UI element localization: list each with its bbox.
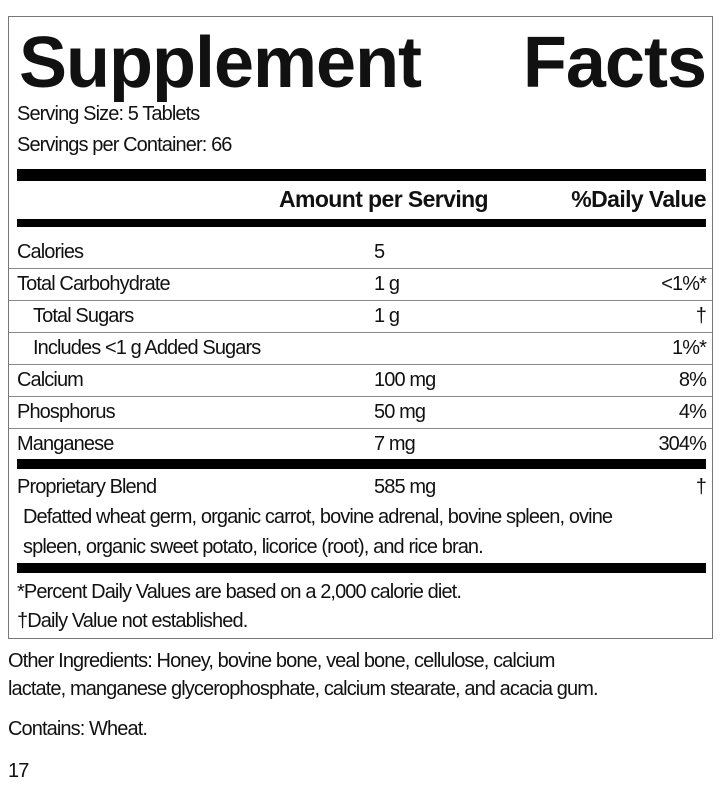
blend-amount: 585 mg [374, 476, 436, 498]
nutrient-name: Total Carbohydrate [17, 273, 171, 295]
nutrient-amount: 5 [374, 241, 385, 263]
supplement-facts-panel: Supplement Facts Serving Size: 5 Tablets… [8, 16, 713, 639]
serving-size: Serving Size: 5 Tablets [17, 103, 200, 125]
divider-thick [17, 459, 706, 469]
nutrient-amount: 1 g [374, 273, 400, 295]
nutrient-name: Total Sugars [33, 305, 134, 327]
nutrient-name: Calories [17, 241, 84, 263]
divider-thick [17, 219, 706, 227]
nutrient-dv: <1%* [661, 273, 707, 295]
table-row: Includes <1 g Added Sugars 1%* [9, 332, 712, 365]
blend-ingredients-line-1: Defatted wheat germ, organic carrot, bov… [23, 506, 613, 528]
divider-thick [17, 169, 706, 181]
header-amount: Amount per Serving [279, 186, 489, 212]
allergen-statement: Contains: Wheat. [8, 718, 148, 740]
panel-title: Supplement Facts [19, 23, 707, 103]
nutrient-name: Phosphorus [17, 401, 116, 423]
table-row: Calcium 100 mg 8% [9, 364, 712, 397]
table-row: Total Sugars 1 g † [9, 300, 712, 333]
nutrient-dv: 1%* [672, 337, 707, 359]
footnote-dagger: †Daily Value not established. [17, 610, 248, 632]
other-ingredients-line-2: lactate, manganese glycerophosphate, cal… [8, 678, 599, 700]
nutrient-dv: 8% [678, 369, 707, 391]
nutrient-dv: 4% [678, 401, 707, 423]
nutrient-amount: 1 g [374, 305, 400, 327]
header-daily-value: %Daily Value [571, 186, 706, 212]
table-row: Manganese 7 mg 304% [9, 428, 712, 460]
title-word-1: Supplement [19, 23, 422, 103]
footnote-daily-values: *Percent Daily Values are based on a 2,0… [17, 581, 462, 603]
table-row: Phosphorus 50 mg 4% [9, 396, 712, 429]
nutrient-amount: 100 mg [374, 369, 436, 391]
blend-dv: † [695, 476, 707, 498]
nutrient-amount: 7 mg [374, 433, 416, 455]
nutrient-name: Includes <1 g Added Sugars [33, 337, 261, 359]
servings-per-container: Servings per Container: 66 [17, 134, 232, 156]
page-number: 17 [8, 760, 29, 782]
other-ingredients-line-1: Other Ingredients: Honey, bovine bone, v… [8, 650, 555, 672]
nutrient-name: Manganese [17, 433, 114, 455]
table-row: Calories 5 [9, 236, 712, 269]
title-word-2: Facts [522, 23, 707, 103]
nutrient-dv: 304% [658, 433, 706, 455]
nutrient-name: Calcium [17, 369, 84, 391]
table-row: Total Carbohydrate 1 g <1%* [9, 268, 712, 301]
divider-thick [17, 563, 706, 573]
blend-ingredients-line-2: spleen, organic sweet potato, licorice (… [23, 536, 484, 558]
blend-name: Proprietary Blend [17, 476, 157, 498]
nutrient-dv: † [695, 305, 707, 327]
nutrient-amount: 50 mg [374, 401, 426, 423]
